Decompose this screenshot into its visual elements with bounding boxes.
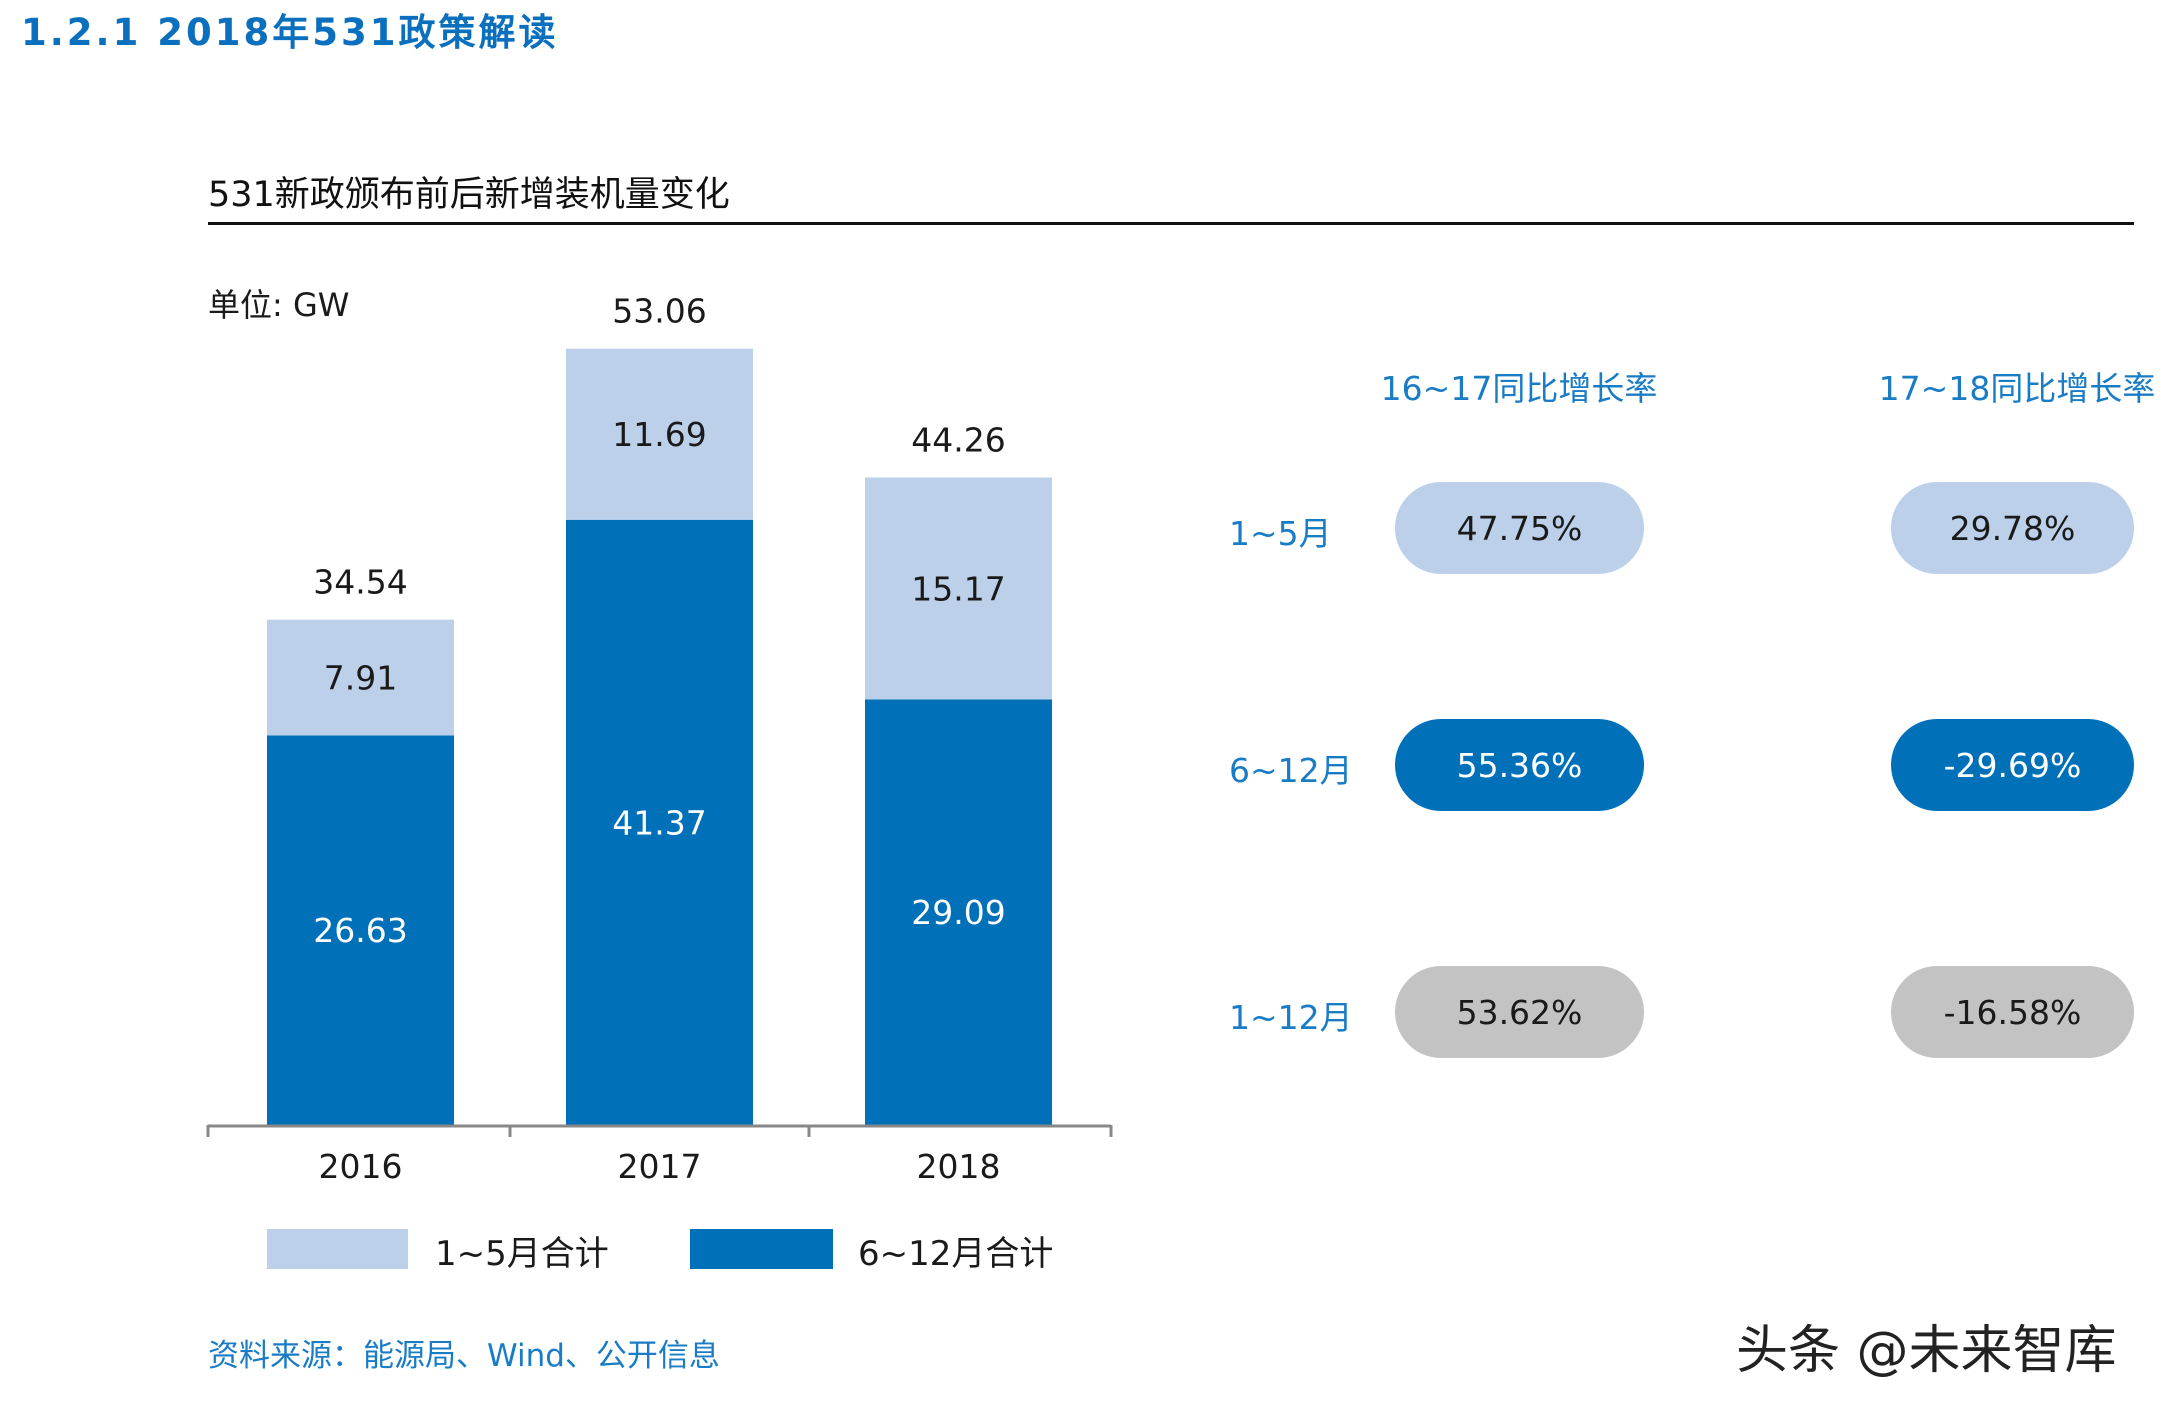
- bar-total-label: 44.26: [911, 420, 1005, 459]
- bar-segment: [566, 519, 753, 1125]
- legend-label-jan-may: 1~5月合计: [435, 1234, 609, 1274]
- bar-data-label: 15.17: [911, 569, 1005, 608]
- bar-data-label: 7.91: [324, 659, 397, 698]
- x-tick-label: 2018: [917, 1147, 1001, 1186]
- x-tick-label: 2017: [618, 1147, 702, 1186]
- bar-segment: [267, 619, 454, 736]
- growth-rate-pill: 29.78%: [1891, 482, 2134, 574]
- bar-segment: [566, 348, 753, 520]
- column-header-17-18: 17~18同比增长率: [1878, 369, 2156, 408]
- bar-total-label: 34.54: [313, 563, 407, 602]
- bar-data-label: 26.63: [313, 911, 407, 950]
- watermark: 头条 @未来智库: [1736, 1321, 2117, 1381]
- growth-rate-pill: 53.62%: [1395, 966, 1644, 1058]
- bar-segment: [267, 735, 454, 1125]
- bar-data-label: 11.69: [612, 415, 706, 454]
- chart-title: 531新政颁布前后新增装机量变化: [208, 175, 730, 215]
- growth-rate-pill: 47.75%: [1395, 482, 1644, 574]
- unit-label: 单位: GW: [208, 286, 350, 324]
- legend-label-jun-dec: 6~12月合计: [858, 1234, 1054, 1274]
- title-divider: [208, 222, 2134, 225]
- growth-rate-pill: -29.69%: [1891, 719, 2134, 811]
- legend-swatch-jun-dec: [690, 1229, 833, 1269]
- bar-data-label: 41.37: [612, 803, 706, 842]
- row-label: 1~12月: [1229, 998, 1353, 1037]
- legend-swatch-jan-may: [267, 1229, 408, 1269]
- growth-rate-pill: 55.36%: [1395, 719, 1644, 811]
- row-label: 1~5月: [1229, 514, 1332, 553]
- bar-data-label: 29.09: [911, 893, 1005, 932]
- section-title: 1.2.1 2018年531政策解读: [21, 11, 559, 54]
- x-tick-label: 2016: [319, 1147, 403, 1186]
- row-label: 6~12月: [1229, 751, 1353, 790]
- bar-total-label: 53.06: [612, 292, 706, 331]
- column-header-16-17: 16~17同比增长率: [1380, 369, 1658, 408]
- source-note: 资料来源：能源局、Wind、公开信息: [208, 1338, 720, 1374]
- bar-segment: [865, 477, 1052, 700]
- growth-rate-pill: -16.58%: [1891, 966, 2134, 1058]
- stacked-bar-chart: 26.63 7.91 34.54 2016 41.37 11.69 53.06 2017 29.…: [206, 292, 1113, 1186]
- bar-segment: [865, 699, 1052, 1125]
